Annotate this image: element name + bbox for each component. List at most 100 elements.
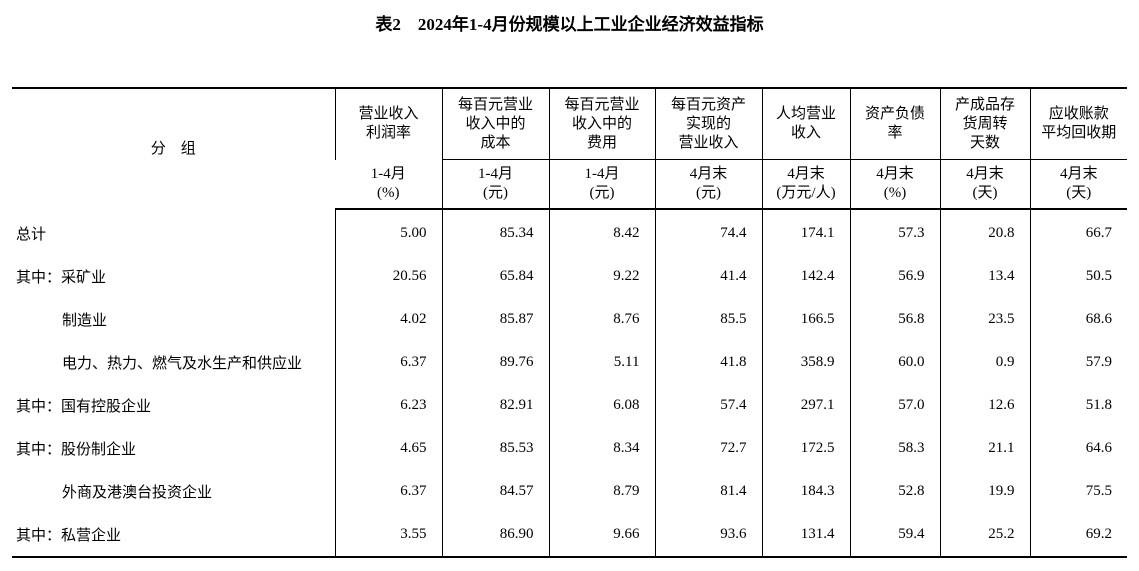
header-line: 费用 [586,134,617,151]
value-cell: 172.5 [761,427,850,470]
data-row: 外商及港澳台投资企业 6.37 84.57 8.79 81.4 184.3 52.8 19.9… [12,470,1127,513]
header-line: 实现的 [685,115,731,132]
column-header: 应收账款 平均回收期 [1029,87,1127,160]
value-cell: 166.5 [761,298,850,341]
value-cell: 174.1 [761,209,850,255]
data-row: 制造业 4.02 85.87 8.76 85.5 166.5 56.8 23.5 68.6 [12,298,1127,341]
column-header: 人均营业 收入 [761,87,850,160]
value-cell: 41.8 [654,341,762,384]
period: 4月末 [689,166,728,182]
unit: (%) [377,184,400,201]
header-line: 收入中的 [571,115,632,132]
value-cell: 9.66 [548,513,655,558]
value-cell: 85.5 [654,298,762,341]
value-cell: 93.6 [654,513,762,558]
header-line: 率 [887,125,903,141]
period: 4月末 [876,166,914,182]
value-cell: 57.3 [849,209,940,255]
header-line: 利润率 [365,125,411,142]
value-cell: 56.8 [849,298,940,341]
data-row: 其中：采矿业 20.56 65.84 9.22 41.4 142.4 56.9 13.4 50.… [12,255,1127,298]
value-cell: 85.34 [441,209,549,255]
period: 1-4月 [370,165,406,182]
header-line: 平均回收期 [1041,125,1117,141]
value-cell: 58.3 [849,427,940,470]
data-row: 其中：国有控股企业 6.23 82.91 6.08 57.4 297.1 57.0 12.6 5… [12,384,1127,427]
header-row: 分 组 营业收入 利润率 每百元营业 收入中的 成本 每百元营业 收入中的 费用 每百元资产 实现… [12,87,1127,209]
value-cell: 65.84 [441,255,549,298]
value-cell: 85.87 [441,298,549,341]
value-cell: 12.6 [939,384,1030,427]
column-header: 每百元营业 收入中的 成本 [441,87,549,160]
value-cell: 184.3 [761,470,850,513]
period: 4月末 [787,166,825,182]
value-cell: 142.4 [761,255,850,298]
header-line: 资产负债 [864,106,925,122]
column-unit: 1-4月 (%) [335,159,442,210]
value-cell: 6.23 [334,384,442,427]
value-cell: 23.5 [939,298,1030,341]
value-cell: 8.76 [548,298,655,341]
title: 表2 2024年1-4月份规模以上工业企业经济效益指标 [375,15,764,34]
value-cell: 60.0 [849,341,940,384]
value-cell: 64.6 [1029,427,1127,470]
value-cell: 5.00 [334,209,442,255]
value-cell: 13.4 [939,255,1030,298]
period: 1-4月 [478,166,513,182]
column-header: 每百元营业收入中的费用 [548,87,655,160]
column-header: 每百元资产 实现的 营业收入 [654,87,762,160]
value-cell: 82.91 [441,384,549,427]
value-cell: 6.37 [334,470,442,513]
header-line: 应收账款 [1048,106,1109,122]
value-cell: 75.5 [1029,470,1127,513]
column-unit: 4月末 (天) [1029,159,1127,210]
column-unit: 4月末 (元) [654,159,762,210]
group-name: 其中：股份制企业 [16,442,137,458]
value-cell: 66.7 [1029,209,1127,255]
table-body: 总计 5.00 85.34 8.42 74.4 174.1 57.3 20.8 66.7 其中：采… [12,209,1127,558]
value-cell: 57.4 [654,384,762,427]
value-cell: 8.79 [548,470,655,513]
value-cell: 59.4 [849,513,940,558]
value-cell: 57.0 [849,384,940,427]
data-row: 总计 5.00 85.34 8.42 74.4 174.1 57.3 20.8 66.7 [12,209,1127,255]
value-cell: 9.22 [548,255,655,298]
header-line: 每百元资产 [670,96,746,113]
header-line: 收入 [790,125,821,141]
data-row: 其中：股份制企业 4.65 85.53 8.34 72.7 172.5 58.3 21.1 64… [12,427,1127,470]
unit: (元) [483,185,508,201]
value-cell: 68.6 [1029,298,1127,341]
column-unit: 4月末 (%) [849,159,940,210]
unit: (万元/人) [776,185,836,201]
group-name: 外商及港澳台投资企业 [62,485,213,501]
column-unit: 4月末 (万元/人) [761,159,850,210]
unit: (%) [883,185,907,201]
data-table: 分 组 营业收入 利润率 每百元营业 收入中的 成本 每百元营业 收入中的 费用 每百元资产 实现… [12,87,1127,558]
data-row: 其中：私营企业 3.55 86.90 9.66 93.6 131.4 59.4 25.2 69.… [12,513,1127,558]
value-cell: 4.02 [334,298,442,341]
value-cell: 69.2 [1029,513,1127,558]
unit-row: 1-4月 (%) 1-4月 (元) 1-4月 (元) 4月末 (元) 4月末 (万元/人) 4月末 (… [12,159,1127,210]
column-header: 营业收入 利润率 [334,87,442,160]
value-cell: 358.9 [761,341,850,384]
header-line: 每百元营业 [564,96,640,113]
header-line: 人均营业 [775,106,836,122]
value-cell: 8.34 [548,427,655,470]
value-cell: 57.9 [1029,341,1127,384]
unit: (天) [972,185,998,201]
value-cell: 25.2 [939,513,1030,558]
value-cell: 72.7 [654,427,762,470]
value-cell: 131.4 [761,513,850,558]
period: 4月末 [966,166,1004,182]
column-header: 产成品存 货周转 天数 [939,87,1030,160]
group-name: 电力、热力、燃气及水生产和供应业 [62,356,303,372]
period: 4月末 [1059,166,1098,182]
header-line: 产成品存 [954,96,1015,113]
group-header: 分 组 [12,87,335,209]
data-row: 电力、热力、燃气及水生产和供应业 6.37 89.76 5.11 41.8 358.9 60… [12,341,1127,384]
value-cell: 297.1 [761,384,850,427]
value-cell: 74.4 [654,209,762,255]
group-name: 其中：私营企业 [12,513,335,558]
value-cell: 52.8 [849,470,940,513]
group-name: 制造业 [62,313,108,329]
